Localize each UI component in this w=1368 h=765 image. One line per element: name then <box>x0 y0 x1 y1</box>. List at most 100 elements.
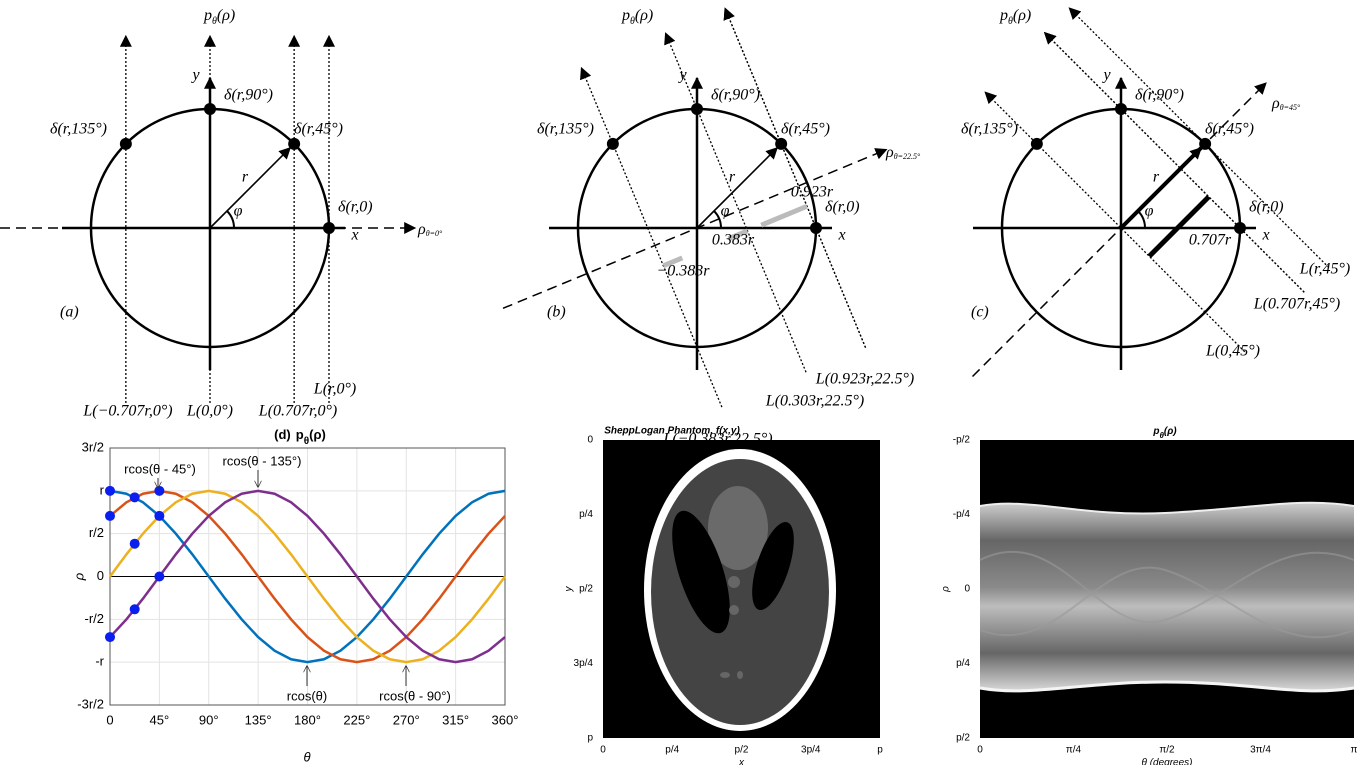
y-tick-label: r <box>100 482 105 497</box>
x-tick-label: 0 <box>106 712 113 727</box>
marker <box>154 486 164 496</box>
y-tick-label: 3p/4 <box>574 658 594 669</box>
y-tick-label: -p/2 <box>953 435 971 446</box>
phantom-feature <box>729 605 739 615</box>
point-label: δ(r,135°) <box>50 121 107 138</box>
x-axis-label: θ (degrees) <box>1141 758 1192 765</box>
point-label: δ(r,0) <box>338 199 373 216</box>
x-tick-label: 270° <box>393 712 420 727</box>
y-tick-label: p/2 <box>579 584 593 595</box>
x-tick-label: 225° <box>343 712 370 727</box>
y-tick-label: p/2 <box>956 733 970 744</box>
x-tick-label: π/2 <box>1159 745 1175 756</box>
x-axis-label: x <box>738 758 745 765</box>
point <box>323 222 335 234</box>
annotation: rcos(θ - 45°) <box>124 461 196 476</box>
y-tick-label: p/4 <box>956 658 970 669</box>
panel-label: (a) <box>60 304 79 321</box>
projection-label: 0.383r <box>712 232 755 249</box>
projection-axis-label-rest: (ρ) <box>217 7 235 24</box>
y-tick-label: p <box>587 733 593 744</box>
x-tick-label: π/4 <box>1066 745 1082 756</box>
y-tick-label: 0 <box>964 584 970 595</box>
rho-axis-label: ρθ=0° <box>417 221 443 239</box>
x-tick-label: 3π/4 <box>1250 745 1271 756</box>
point <box>288 138 300 150</box>
angle-label: φ <box>234 203 243 220</box>
marker <box>130 492 140 502</box>
x-tick-label: 0 <box>977 745 983 756</box>
panel-label: (c) <box>971 304 989 321</box>
line-label: L(0.303r,22.5°) <box>765 393 864 410</box>
rho-axis-label: ρθ=22.5° <box>885 144 921 162</box>
y-axis-label: y <box>677 67 687 84</box>
point-label: δ(r,90°) <box>224 87 273 104</box>
x-axis-label: x <box>837 227 845 244</box>
marker <box>105 632 115 642</box>
point <box>810 222 822 234</box>
line-label: L(0.923r,22.5°) <box>815 371 914 388</box>
point-label: δ(r,90°) <box>711 87 760 104</box>
rho-axis-label-sub: θ=0° <box>426 229 443 238</box>
x-tick-label: 45° <box>150 712 170 727</box>
x-tick-label: 3p/4 <box>801 745 821 756</box>
chart-title-rest: (ρ) <box>309 427 326 442</box>
radius-label: r <box>242 169 249 186</box>
line-label: L(0,0°) <box>186 403 233 420</box>
marker <box>105 486 115 496</box>
point <box>1234 222 1246 234</box>
marker <box>154 511 164 521</box>
x-axis-label: θ <box>303 749 310 764</box>
image-title: pθ(ρ) <box>1152 426 1177 440</box>
projection-axis-label-main: p <box>621 7 630 24</box>
projection-label: −0.383r <box>656 263 710 280</box>
image-title: SheppLogan Phantom, f(x,y) <box>604 426 740 437</box>
point-label: δ(r,45°) <box>1205 121 1254 138</box>
x-axis-label: x <box>1261 227 1269 244</box>
angle-label: φ <box>1145 203 1154 220</box>
projection-axis-label-main: p <box>203 7 212 24</box>
y-axis-label: ρ <box>71 572 86 581</box>
rho-axis-label-main: ρ <box>417 221 426 238</box>
projection-segment <box>761 206 807 225</box>
y-tick-label: -3r/2 <box>77 696 104 711</box>
point-label: δ(r,90°) <box>1135 87 1184 104</box>
x-tick-label: p/2 <box>735 745 749 756</box>
y-tick-label: 0 <box>587 435 593 446</box>
radius-label: r <box>1153 169 1160 186</box>
annotation: rcos(θ - 90°) <box>379 688 451 703</box>
rho-axis-label-main: ρ <box>1271 95 1280 112</box>
projection-label: 0.707r <box>1189 232 1232 249</box>
x-tick-label: p/4 <box>665 745 679 756</box>
phantom-feature <box>737 671 743 679</box>
point <box>1031 138 1043 150</box>
marker <box>105 511 115 521</box>
projection-axis-label: pθ(ρ) <box>999 7 1031 27</box>
projection-axis-label-main: p <box>999 7 1008 24</box>
point <box>775 138 787 150</box>
radius-label: r <box>729 169 736 186</box>
rho-axis-label-sub: θ=22.5° <box>894 152 921 161</box>
x-tick-label: 180° <box>294 712 321 727</box>
line-label: L(0,45°) <box>1205 343 1260 360</box>
rho-axis-label-main: ρ <box>885 144 894 161</box>
radius-arrow <box>697 148 777 228</box>
y-tick-label: 3r/2 <box>82 439 104 454</box>
projection-line <box>1045 33 1305 293</box>
x-tick-label: 135° <box>245 712 272 727</box>
y-tick-label: 0 <box>97 568 104 583</box>
x-tick-label: π <box>1351 745 1358 756</box>
y-axis-label: ρ <box>941 586 952 593</box>
title-prefix: (d) <box>274 427 291 442</box>
line-label: L(0.707r,0°) <box>258 403 337 420</box>
figure: pθ(ρ)yxδ(r,90°)δ(r,135°)δ(r,45°)δ(r,0)rφ… <box>0 0 1368 765</box>
line-label: L(r,45°) <box>1299 261 1350 278</box>
rho-axis-label-sub: θ=45° <box>1280 103 1301 112</box>
point-label: δ(r,45°) <box>781 121 830 138</box>
projection-axis-label-rest: (ρ) <box>1013 7 1031 24</box>
point <box>691 103 703 115</box>
y-tick-label: -r/2 <box>85 611 105 626</box>
chart-title: (d)pθ(ρ) <box>274 427 326 447</box>
point <box>607 138 619 150</box>
